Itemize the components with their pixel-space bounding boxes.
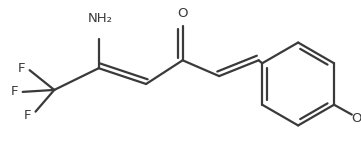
Text: F: F xyxy=(11,85,18,98)
Text: F: F xyxy=(24,109,31,122)
Text: O: O xyxy=(177,7,188,20)
Text: O: O xyxy=(352,112,361,125)
Text: F: F xyxy=(18,62,26,75)
Text: NH₂: NH₂ xyxy=(88,12,113,25)
